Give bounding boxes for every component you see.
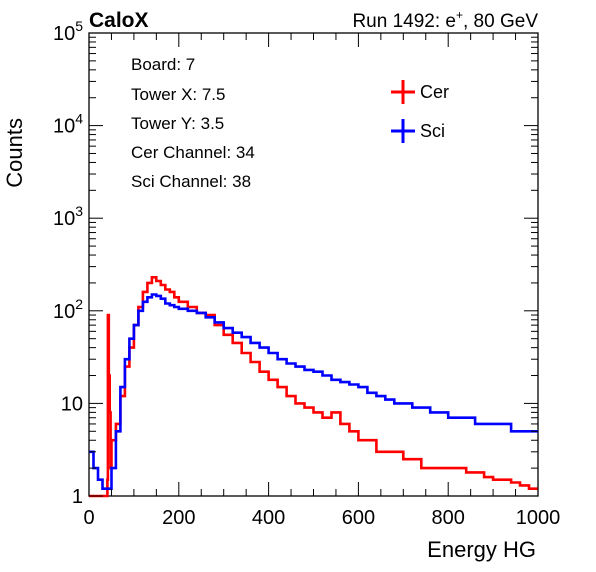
run-label-suffix: , 80 GeV: [463, 11, 538, 32]
x-tick-label: 400: [252, 507, 285, 529]
legend-label-cer: Cer: [420, 82, 449, 102]
y-tick-label: 1: [72, 486, 83, 508]
info-cer-channel: Cer Channel: 34: [131, 143, 255, 162]
x-tick-label: 600: [342, 507, 375, 529]
x-axis-title: Energy HG: [427, 537, 536, 562]
info-sci-channel: Sci Channel: 38: [131, 172, 251, 191]
series-layer: [89, 276, 538, 498]
y-tick-label: 10: [61, 393, 83, 415]
legend-label-sci: Sci: [420, 121, 445, 141]
series-line-sci: [89, 293, 538, 490]
run-label: Run 1492: e+, 80 GeV: [352, 8, 538, 32]
legend-marker-sci: [391, 119, 415, 143]
x-tick-label: 1000: [516, 507, 561, 529]
x-tick-label: 0: [83, 507, 94, 529]
y-tick-label: 105: [53, 18, 83, 45]
legend: Cer Sci: [391, 80, 449, 143]
info-board: Board: 7: [131, 55, 195, 74]
info-tower-x: Tower X: 7.5: [131, 85, 226, 104]
run-label-prefix: Run 1492: e: [352, 11, 456, 32]
axis-ticks: 0 200 400 600 800 1000 1 10 102 103 104 105: [53, 18, 560, 529]
series-line-cer: [89, 276, 538, 498]
legend-marker-cer: [391, 80, 415, 104]
y-tick-label: 102: [53, 296, 83, 323]
y-tick-label: 104: [53, 111, 83, 138]
y-tick-label: 103: [53, 203, 83, 230]
info-tower-y: Tower Y: 3.5: [131, 114, 224, 133]
x-tick-label: 200: [162, 507, 195, 529]
x-tick-label: 800: [432, 507, 465, 529]
run-label-charge: +: [456, 8, 463, 22]
y-axis-title: Counts: [2, 118, 27, 188]
info-block: Board: 7 Tower X: 7.5 Tower Y: 3.5 Cer C…: [131, 55, 255, 191]
experiment-label: CaloX: [89, 9, 149, 32]
